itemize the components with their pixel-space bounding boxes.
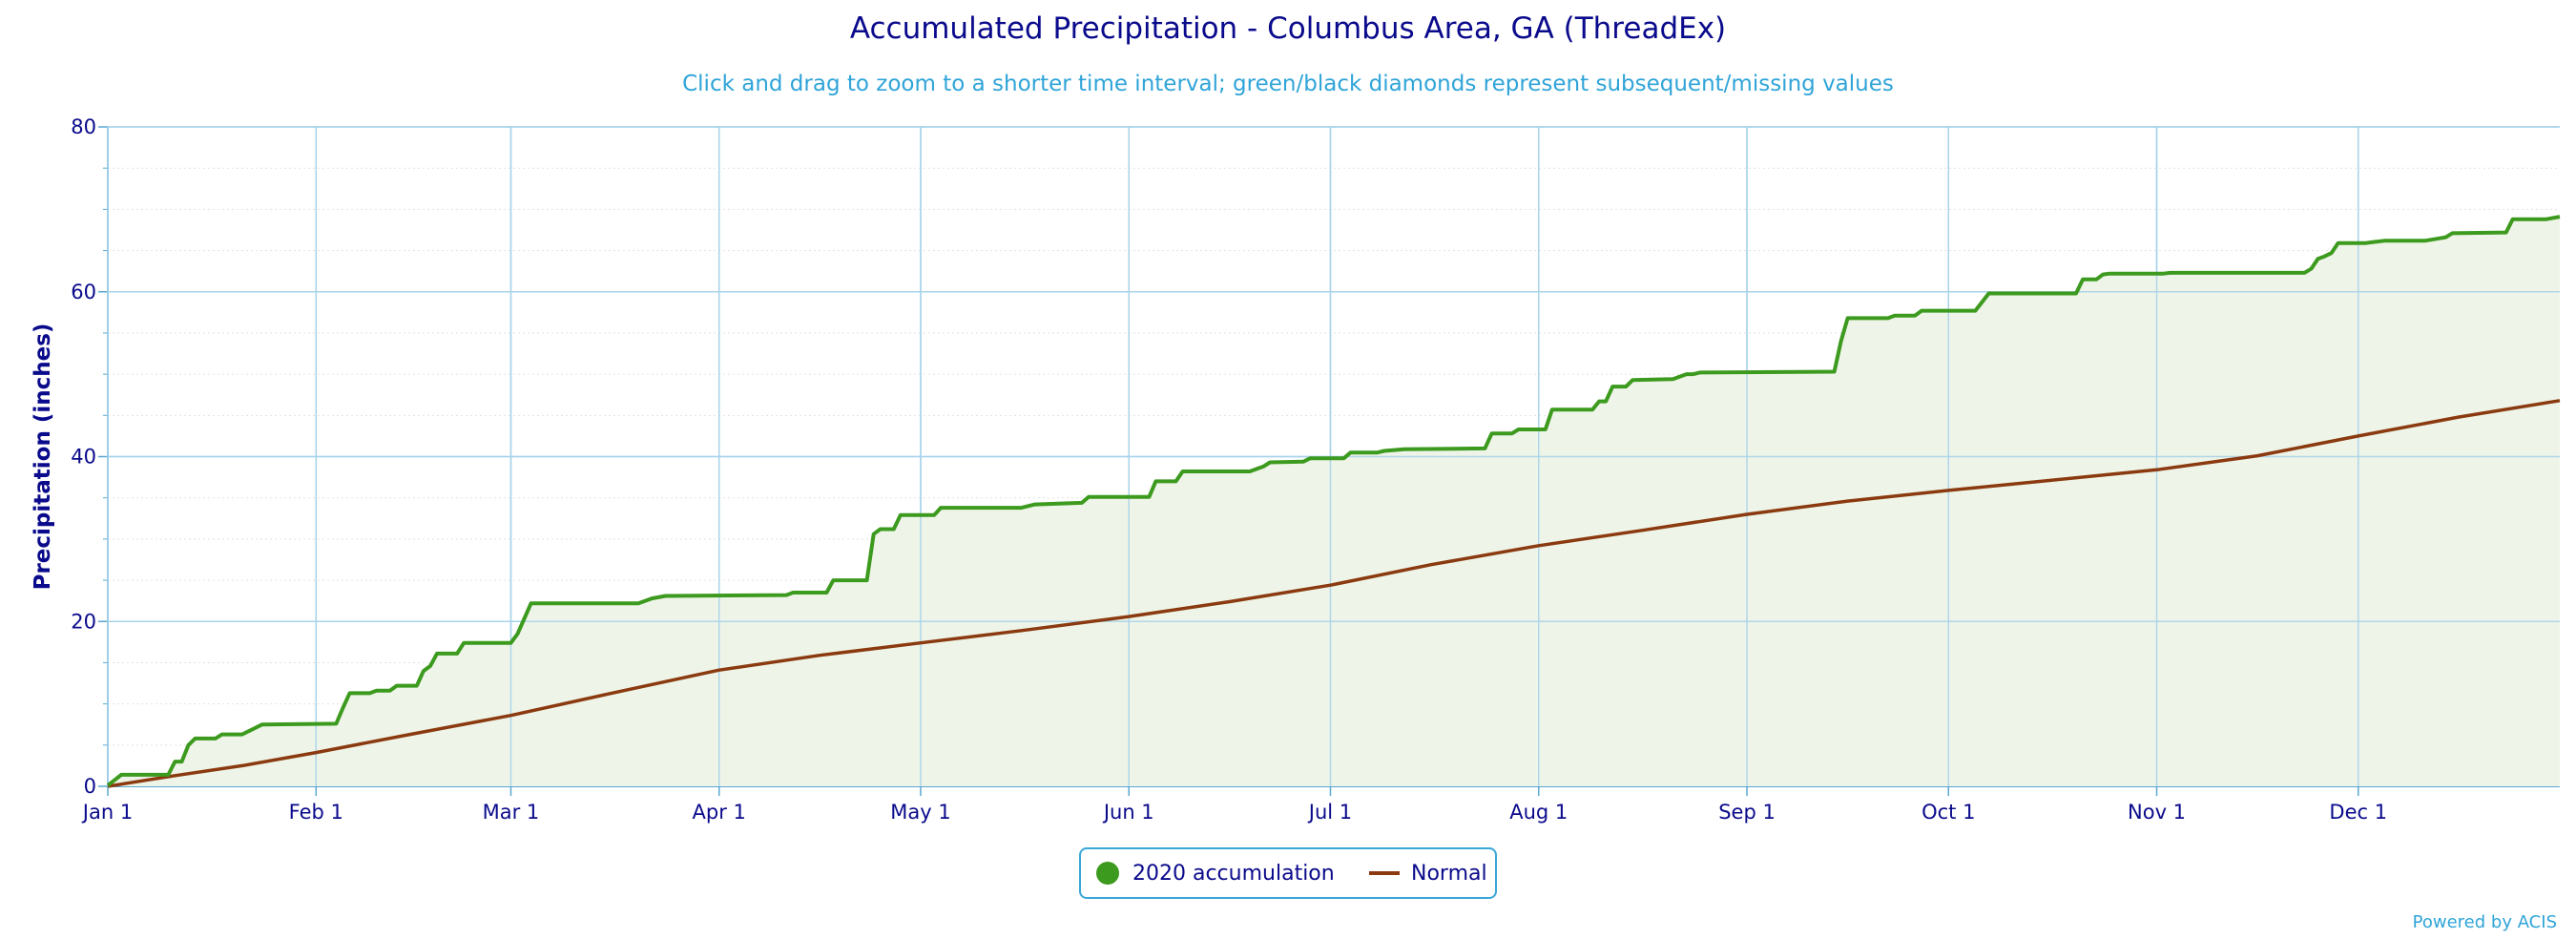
chart-title: Accumulated Precipitation - Columbus Are… — [849, 11, 1727, 46]
series-accumulation-line — [106, 215, 2561, 787]
series-accumulation-area — [108, 217, 2560, 787]
legend-label-accumulation: 2020 accumulation — [1132, 861, 1335, 886]
x-tick-label: Feb 1 — [289, 801, 343, 824]
x-tick-label: Mar 1 — [483, 801, 540, 824]
x-tick-label: Dec 1 — [2329, 801, 2387, 824]
y-tick-label: 60 — [71, 281, 96, 303]
legend-marker-normal — [1369, 871, 1400, 875]
chart-legend: 2020 accumulation Normal — [1079, 847, 1497, 899]
x-tick-label: Nov 1 — [2128, 801, 2186, 824]
x-tick-label: Apr 1 — [693, 801, 746, 824]
x-tick-label: Aug 1 — [1509, 801, 1568, 824]
legend-item-normal[interactable]: Normal — [1369, 849, 1487, 897]
y-tick-label: 20 — [71, 610, 96, 633]
chart-subtitle: Click and drag to zoom to a shorter time… — [682, 72, 1894, 96]
legend-item-accumulation[interactable]: 2020 accumulation — [1096, 849, 1335, 897]
y-axis-label: Precipitation (inches) — [31, 323, 55, 591]
y-tick-label: 0 — [84, 775, 96, 798]
legend-marker-accumulation — [1096, 862, 1119, 885]
credit-link[interactable]: Powered by ACIS — [2412, 912, 2557, 932]
x-tick-label: Jan 1 — [81, 801, 133, 824]
y-tick-label: 80 — [71, 115, 96, 138]
x-tick-label: Oct 1 — [1922, 801, 1975, 824]
legend-label-normal: Normal — [1411, 861, 1487, 886]
x-tick-label: Sep 1 — [1718, 801, 1776, 824]
x-tick-label: Jun 1 — [1102, 801, 1154, 824]
x-tick-label: May 1 — [890, 801, 950, 824]
y-tick-label: 40 — [71, 446, 96, 469]
series-normal-line — [107, 399, 2561, 788]
x-tick-label: Jul 1 — [1307, 801, 1352, 824]
